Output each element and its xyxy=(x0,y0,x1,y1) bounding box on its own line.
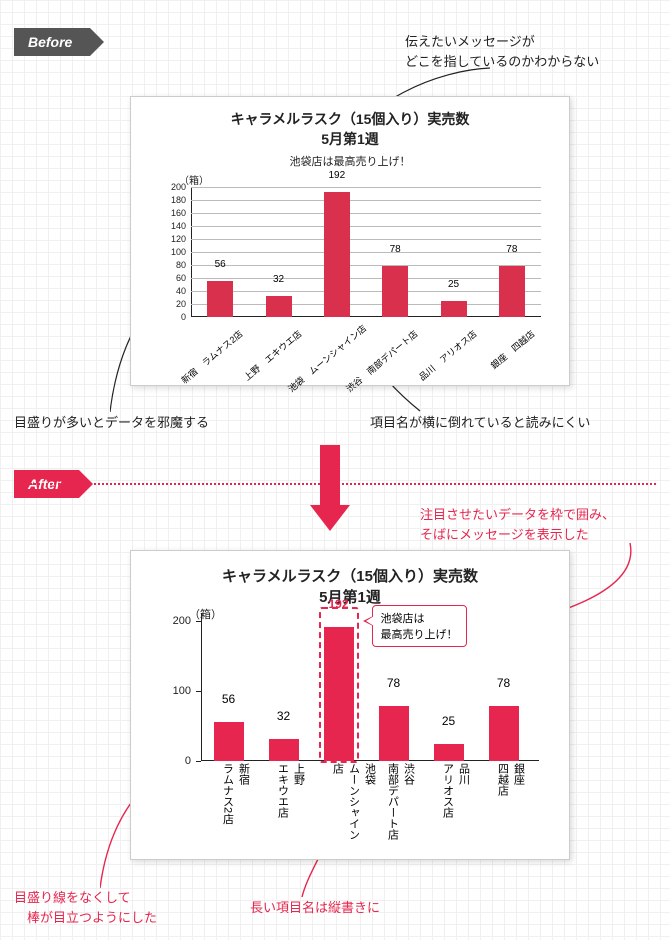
annotation-rotated-labels: 項目名が横に倒れていると読みにくい xyxy=(370,413,590,433)
x-tick-label: 銀座四越店 xyxy=(495,763,527,841)
y-axis xyxy=(201,613,202,761)
annotation-removed-grid: 目盛り線をなくして 棒が目立つようにした xyxy=(14,888,157,927)
chart-title: キャラメルラスク（15個入り）実売数 xyxy=(131,565,569,586)
gridline xyxy=(191,304,541,305)
before-plot: 02040608010012014016018020056新宿 ラムナス2店32… xyxy=(191,187,541,317)
bar-value: 32 xyxy=(269,709,299,723)
y-tick xyxy=(196,691,201,692)
chart-title: キャラメルラスク（15個入り）実売数 xyxy=(131,109,569,129)
down-arrow-icon xyxy=(320,445,350,531)
y-tick-label: 200 xyxy=(173,615,191,627)
bar xyxy=(379,706,409,761)
before-tag: Before xyxy=(14,28,90,56)
bar xyxy=(266,296,292,317)
after-plot: 010020056新宿ラムナス2店32上野エキウエ店192池袋ムーンシャイン店池… xyxy=(201,621,531,761)
gridline xyxy=(191,213,541,214)
bar xyxy=(214,722,244,761)
annotation-vertical-labels: 長い項目名は縦書きに xyxy=(250,898,380,918)
y-tick-label: 120 xyxy=(171,234,186,244)
x-tick-label: 品川アリオス店 xyxy=(440,763,472,841)
y-tick-label: 100 xyxy=(173,685,191,697)
highlight-box xyxy=(319,607,359,763)
y-tick xyxy=(196,621,201,622)
x-tick-label: 池袋ムーンシャイン店 xyxy=(330,763,378,841)
gridline xyxy=(191,265,541,266)
y-tick-label: 60 xyxy=(176,273,186,283)
x-tick-label: 新宿ラムナス2店 xyxy=(220,763,252,841)
bar-value: 78 xyxy=(499,244,525,255)
bar-value: 56 xyxy=(214,692,244,706)
y-tick-label: 0 xyxy=(185,755,191,767)
x-tick-label: 渋谷南部デパート店 xyxy=(385,763,417,841)
bar xyxy=(324,192,350,317)
annotation-too-many-ticks: 目盛りが多いとデータを邪魔する xyxy=(14,413,209,433)
bar-value: 25 xyxy=(441,279,467,290)
gridline xyxy=(191,200,541,201)
bar xyxy=(441,301,467,317)
y-tick-label: 80 xyxy=(176,260,186,270)
bar xyxy=(434,744,464,762)
bar-value: 78 xyxy=(382,244,408,255)
x-tick-label: 上野エキウエ店 xyxy=(275,763,307,841)
bar xyxy=(499,266,525,317)
bar-value: 56 xyxy=(207,259,233,270)
y-unit: （箱） xyxy=(189,606,222,622)
y-tick-label: 200 xyxy=(171,182,186,192)
gridline xyxy=(191,239,541,240)
bar xyxy=(269,739,299,761)
after-chart-card: キャラメルラスク（15個入り）実売数 5月第1週 （箱） 010020056新宿… xyxy=(130,550,570,860)
bar-value: 192 xyxy=(324,170,350,181)
chart-note: 池袋店は最高売り上げ！ xyxy=(131,153,569,169)
chart-subtitle: 5月第1週 xyxy=(131,129,569,149)
y-tick-label: 160 xyxy=(171,208,186,218)
callout: 池袋店は最高売り上げ！ xyxy=(372,605,467,647)
x-axis xyxy=(191,316,541,317)
gridline xyxy=(191,278,541,279)
gridline xyxy=(191,226,541,227)
bar xyxy=(207,281,233,317)
gridline xyxy=(191,291,541,292)
bar xyxy=(382,266,408,317)
gridline xyxy=(191,187,541,188)
y-tick-label: 20 xyxy=(176,299,186,309)
annotation-curve xyxy=(290,855,350,903)
before-chart-card: キャラメルラスク（15個入り）実売数 5月第1週 池袋店は最高売り上げ！ （箱）… xyxy=(130,96,570,386)
bar-value: 25 xyxy=(434,714,464,728)
bar xyxy=(489,706,519,761)
annotation-message-unclear: 伝えたいメッセージがどこを指しているのかわからない xyxy=(405,32,599,71)
bar-value: 78 xyxy=(489,676,519,690)
y-tick-label: 180 xyxy=(171,195,186,205)
gridline xyxy=(191,252,541,253)
bar-value: 78 xyxy=(379,676,409,690)
annotation-highlight-box: 注目させたいデータを枠で囲み、そばにメッセージを表示した xyxy=(420,505,615,544)
y-tick-label: 100 xyxy=(171,247,186,257)
y-tick-label: 40 xyxy=(176,286,186,296)
y-tick-label: 0 xyxy=(181,312,186,322)
y-tick-label: 140 xyxy=(171,221,186,231)
bar-value: 32 xyxy=(266,274,292,285)
y-tick xyxy=(196,761,201,762)
